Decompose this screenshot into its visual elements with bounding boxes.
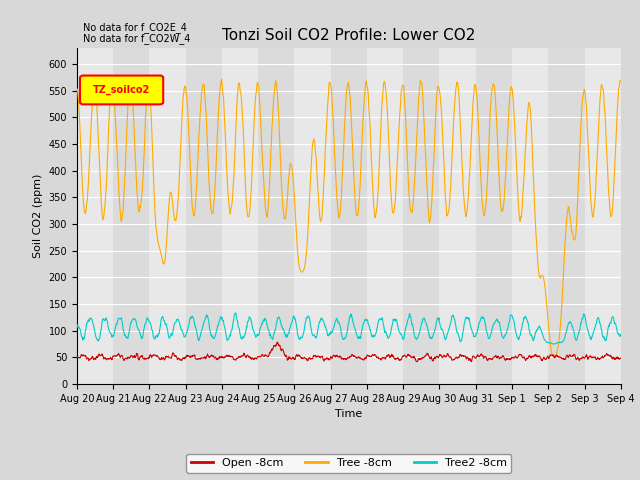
Bar: [512, 48, 548, 384]
Text: No data for f_CO2E_4: No data for f_CO2E_4: [83, 22, 187, 33]
Bar: [258, 48, 294, 384]
Text: TZ_soilco2: TZ_soilco2: [93, 85, 150, 95]
Bar: [548, 48, 584, 384]
Y-axis label: Soil CO2 (ppm): Soil CO2 (ppm): [33, 174, 43, 258]
Bar: [367, 48, 403, 384]
Bar: [77, 48, 113, 384]
Bar: [149, 48, 186, 384]
Bar: [113, 48, 149, 384]
Title: Tonzi Soil CO2 Profile: Lower CO2: Tonzi Soil CO2 Profile: Lower CO2: [222, 28, 476, 43]
Bar: [476, 48, 512, 384]
Bar: [403, 48, 440, 384]
Bar: [186, 48, 222, 384]
Bar: [440, 48, 476, 384]
Bar: [584, 48, 621, 384]
Legend: Open -8cm, Tree -8cm, Tree2 -8cm: Open -8cm, Tree -8cm, Tree2 -8cm: [186, 454, 511, 472]
Bar: [331, 48, 367, 384]
X-axis label: Time: Time: [335, 409, 362, 419]
Bar: [222, 48, 258, 384]
Text: No data for f_CO2W_4: No data for f_CO2W_4: [83, 33, 191, 44]
Bar: [294, 48, 331, 384]
